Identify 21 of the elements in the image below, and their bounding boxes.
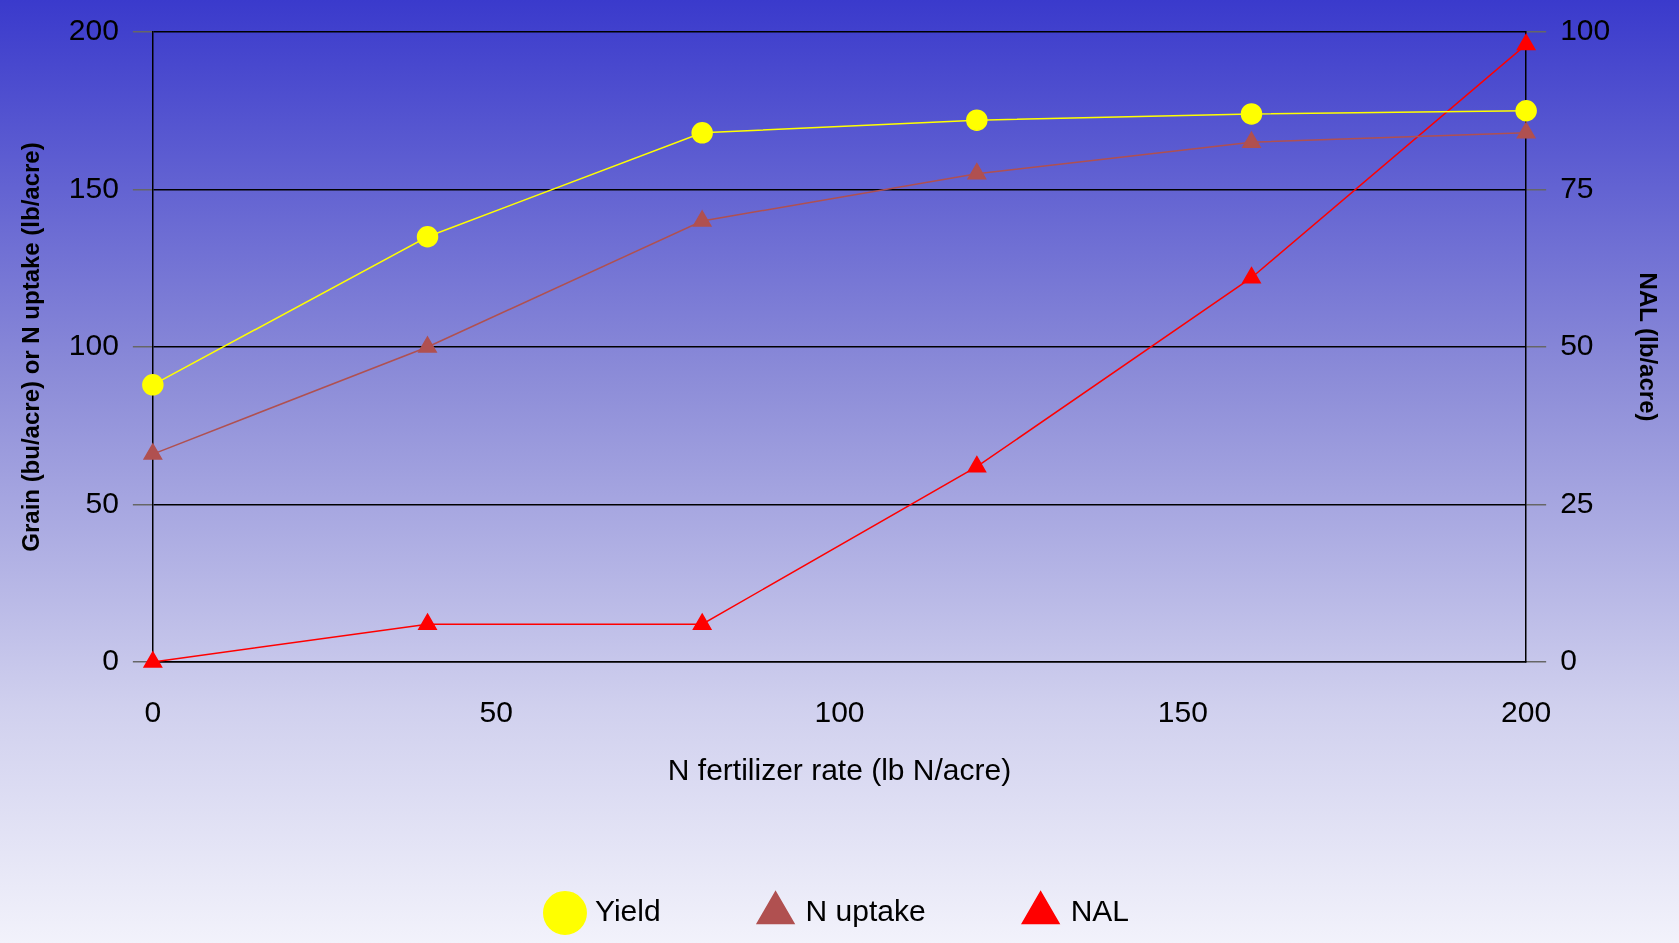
- x-axis-title: N fertilizer rate (lb N/acre): [667, 753, 1012, 787]
- y-axis-title: Grain (bu/acre) or N uptake (lb/acre): [17, 142, 45, 552]
- y-tick-label: 0: [102, 643, 119, 677]
- y2-tick-label: 75: [1560, 170, 1594, 204]
- x-tick-label: 100: [814, 695, 865, 729]
- legend-label: NAL: [1070, 894, 1130, 928]
- x-tick-label: 0: [144, 695, 162, 729]
- legend-label: Yield: [594, 894, 661, 928]
- y2-tick-label: 0: [1560, 643, 1577, 677]
- y2-tick-label: 25: [1560, 485, 1594, 519]
- legend-label: N uptake: [805, 894, 926, 928]
- x-tick-label: 150: [1157, 695, 1208, 729]
- y2-axis-title: NAL (lb/acre): [1634, 272, 1662, 422]
- y2-tick-label: 50: [1560, 328, 1594, 362]
- x-tick-label: 200: [1501, 695, 1552, 729]
- y-tick-label: 100: [68, 328, 119, 362]
- y-tick-label: 150: [68, 170, 119, 204]
- y-tick-label: 200: [68, 13, 119, 47]
- y2-tick-label: 100: [1560, 13, 1611, 47]
- y-tick-label: 50: [85, 485, 119, 519]
- x-tick-label: 50: [479, 695, 513, 729]
